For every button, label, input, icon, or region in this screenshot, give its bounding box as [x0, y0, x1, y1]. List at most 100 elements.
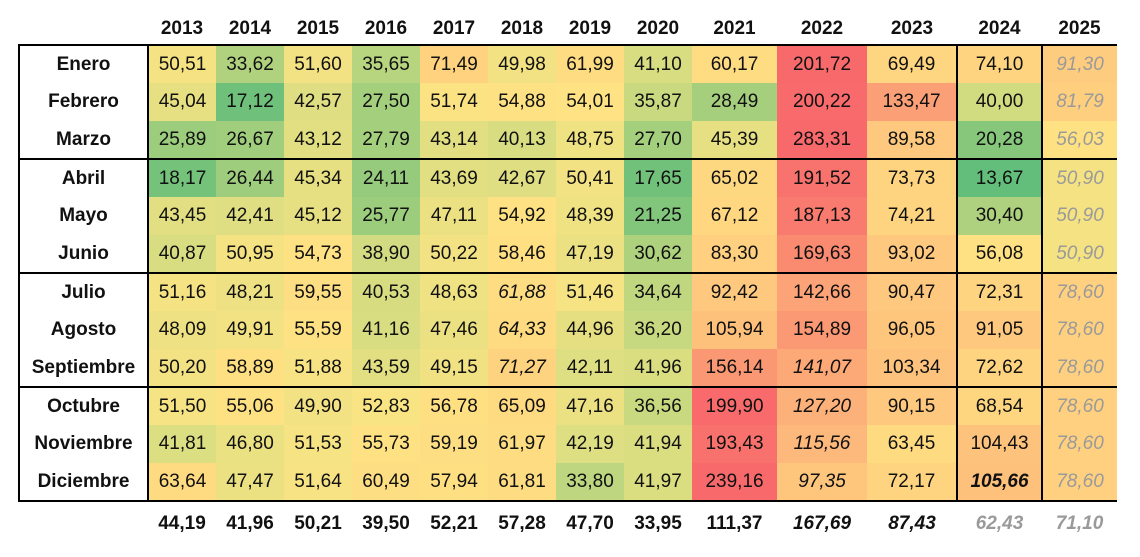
value-cell: 54,01 [556, 83, 624, 121]
year-header: 2017 [420, 13, 488, 45]
value-cell: 54,73 [284, 235, 352, 274]
value-cell: 36,20 [624, 311, 692, 349]
totals-row: 44,19 41,96 50,21 39,50 52,21 57,28 47,70 33,95… [19, 501, 1117, 545]
value-cell: 81,79 [1042, 83, 1117, 121]
year-header: 2018 [488, 13, 556, 45]
total-cell: 87,43 [867, 501, 957, 545]
value-cell: 103,34 [867, 349, 957, 388]
value-cell: 43,14 [420, 121, 488, 160]
value-cell: 89,58 [867, 121, 957, 160]
value-cell: 56,08 [956, 235, 1043, 274]
value-cell: 51,53 [284, 425, 352, 463]
value-cell: 78,60 [1042, 349, 1117, 388]
value-cell: 72,62 [956, 349, 1043, 388]
value-cell: 61,88 [488, 272, 556, 311]
value-cell: 33,80 [556, 463, 624, 502]
value-cell: 50,90 [1042, 158, 1117, 197]
value-cell: 34,64 [624, 272, 692, 311]
table-body: Enero 50,51 33,62 51,60 35,65 71,49 49,98 61,99… [18, 44, 1117, 502]
value-cell: 35,87 [624, 83, 692, 121]
table-row: Mayo 43,45 42,41 45,12 25,77 47,11 54,92 48,39 2… [18, 197, 1117, 235]
value-cell: 49,98 [488, 44, 556, 83]
value-cell: 48,09 [148, 311, 216, 349]
value-cell: 78,60 [1042, 311, 1117, 349]
value-cell: 61,97 [488, 425, 556, 463]
value-cell: 27,79 [352, 121, 420, 160]
value-cell: 50,22 [420, 235, 488, 274]
total-cell: 62,43 [957, 501, 1042, 545]
value-cell: 73,73 [867, 158, 957, 197]
value-cell: 43,59 [352, 349, 420, 388]
value-cell: 36,56 [624, 386, 692, 425]
value-cell: 54,92 [488, 197, 556, 235]
value-cell: 40,00 [956, 83, 1043, 121]
value-cell: 93,02 [867, 235, 957, 274]
value-cell: 45,04 [148, 83, 216, 121]
value-cell: 104,43 [956, 425, 1043, 463]
table-row: Febrero 45,04 17,12 42,57 27,50 51,74 54,88 54,… [18, 83, 1117, 121]
month-label: Abril [18, 158, 149, 197]
year-header: 2015 [284, 13, 352, 45]
totals-label-cell [19, 501, 148, 545]
table-row: Octubre 51,50 55,06 49,90 52,83 56,78 65,09 47,… [18, 386, 1117, 425]
total-cell: 167,69 [777, 501, 867, 545]
year-header: 2019 [556, 13, 624, 45]
value-cell: 20,28 [956, 121, 1043, 160]
value-cell: 65,02 [692, 158, 777, 197]
value-cell: 40,53 [352, 272, 420, 311]
month-label: Agosto [18, 311, 149, 349]
value-cell: 35,65 [352, 44, 420, 83]
value-cell: 78,60 [1042, 463, 1117, 502]
value-cell: 51,64 [284, 463, 352, 502]
value-cell: 45,12 [284, 197, 352, 235]
value-cell: 28,49 [692, 83, 777, 121]
month-label: Diciembre [18, 463, 149, 502]
value-cell: 51,46 [556, 272, 624, 311]
value-cell: 21,25 [624, 197, 692, 235]
value-cell: 48,21 [216, 272, 284, 311]
value-cell: 193,43 [692, 425, 777, 463]
value-cell: 27,70 [624, 121, 692, 160]
value-cell: 58,46 [488, 235, 556, 274]
table-row: Julio 51,16 48,21 59,55 40,53 48,63 61,88 51,46… [18, 272, 1117, 311]
value-cell: 61,99 [556, 44, 624, 83]
value-cell: 90,47 [867, 272, 957, 311]
value-cell: 47,16 [556, 386, 624, 425]
value-cell: 13,67 [956, 158, 1043, 197]
value-cell: 64,33 [488, 311, 556, 349]
value-cell: 59,19 [420, 425, 488, 463]
value-cell: 47,19 [556, 235, 624, 274]
table-row: Septiembre 50,20 58,89 51,88 43,59 49,15 71,27… [18, 349, 1117, 388]
value-cell: 141,07 [777, 349, 867, 388]
table-row: Abril 18,17 26,44 45,34 24,11 43,69 42,67 50,41… [18, 158, 1117, 197]
year-header: 2016 [352, 13, 420, 45]
year-header: 2021 [692, 13, 777, 45]
value-cell: 65,09 [488, 386, 556, 425]
value-cell: 63,64 [148, 463, 216, 502]
value-cell: 50,20 [148, 349, 216, 388]
month-label: Enero [18, 44, 149, 83]
value-cell: 33,62 [216, 44, 284, 83]
value-cell: 30,40 [956, 197, 1043, 235]
year-header: 2014 [216, 13, 284, 45]
total-cell: 47,70 [556, 501, 624, 545]
value-cell: 51,60 [284, 44, 352, 83]
value-cell: 45,34 [284, 158, 352, 197]
value-cell: 47,11 [420, 197, 488, 235]
year-header: 2020 [624, 13, 692, 45]
value-cell: 239,16 [692, 463, 777, 502]
total-cell: 71,10 [1042, 501, 1117, 545]
value-cell: 201,72 [777, 44, 867, 83]
value-cell: 47,46 [420, 311, 488, 349]
value-cell: 71,49 [420, 44, 488, 83]
price-table: 2013 2014 2015 2016 2017 2018 2019 2020 2021 2022… [18, 13, 1117, 545]
value-cell: 51,74 [420, 83, 488, 121]
table-row: Marzo 25,89 26,67 43,12 27,79 43,14 40,13 48,75… [18, 121, 1117, 160]
value-cell: 67,12 [692, 197, 777, 235]
value-cell: 49,91 [216, 311, 284, 349]
value-cell: 42,11 [556, 349, 624, 388]
total-cell: 39,50 [352, 501, 420, 545]
value-cell: 51,50 [148, 386, 216, 425]
value-cell: 69,49 [867, 44, 957, 83]
value-cell: 91,30 [1042, 44, 1117, 83]
